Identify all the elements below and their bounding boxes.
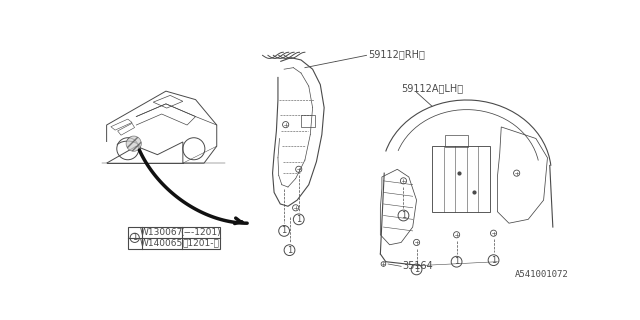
- Text: W130067: W130067: [140, 228, 184, 237]
- Text: 1: 1: [454, 257, 460, 266]
- Bar: [128, 227, 220, 249]
- Text: 〨1201-〉: 〨1201-〉: [182, 239, 220, 248]
- Text: 1: 1: [491, 256, 496, 265]
- Bar: [301, 116, 315, 127]
- Text: 1: 1: [132, 233, 138, 242]
- Text: 1: 1: [414, 265, 419, 274]
- Text: 59112A〈LH〉: 59112A〈LH〉: [401, 84, 463, 93]
- Text: W140065: W140065: [140, 239, 183, 248]
- Text: 1: 1: [296, 215, 301, 224]
- Text: 1: 1: [287, 246, 292, 255]
- Bar: [432, 146, 490, 212]
- Text: (−-1201): (−-1201): [180, 228, 221, 237]
- Text: 1: 1: [401, 211, 406, 220]
- Text: 1: 1: [282, 227, 287, 236]
- Circle shape: [126, 136, 141, 151]
- Text: A541001072: A541001072: [515, 270, 568, 279]
- Text: 35164: 35164: [403, 261, 433, 271]
- Text: 59112〈RH〉: 59112〈RH〉: [368, 49, 425, 59]
- Bar: [445, 135, 468, 147]
